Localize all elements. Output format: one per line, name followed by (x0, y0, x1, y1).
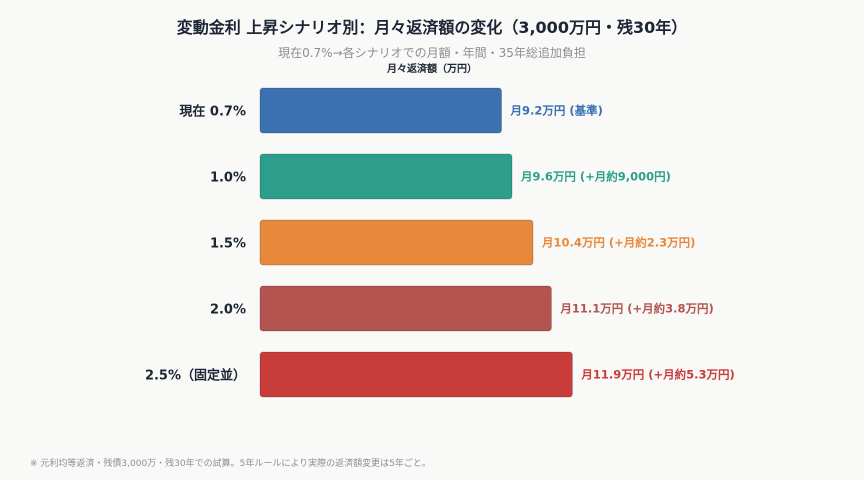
value-label: 月11.9万円 (+月約5.3万円) (580, 368, 734, 382)
chart-subtitle: 現在0.7%→各シナリオでの月額・年間・35年総追加負担 (278, 46, 586, 60)
value-label: 月10.4万円 (+月約2.3万円) (541, 236, 695, 250)
value-label: 月9.2万円 (基準) (510, 104, 603, 118)
bar (259, 285, 552, 332)
category-label: 1.5% (210, 237, 246, 252)
footnote: ※ 元利均等返済・残債3,000万・残30年での試算。5年ルールにより実際の返済… (30, 459, 431, 469)
value-label: 月11.1万円 (+月約3.8万円) (559, 302, 713, 316)
x-axis-title: 月々返済額（万円） (387, 64, 477, 75)
category-label: 現在 0.7% (179, 104, 246, 120)
category-label: 2.0% (210, 303, 246, 318)
bar (259, 87, 502, 134)
category-label: 2.5%（固定並） (145, 368, 246, 384)
value-label: 月9.6万円 (+月約9,000円) (520, 170, 671, 184)
chart-title: 変動金利 上昇シナリオ別：月々返済額の変化（3,000万円・残30年） (176, 18, 688, 37)
category-label: 1.0% (210, 171, 246, 186)
bar (259, 153, 513, 200)
bar (259, 351, 573, 398)
bar (259, 219, 534, 266)
